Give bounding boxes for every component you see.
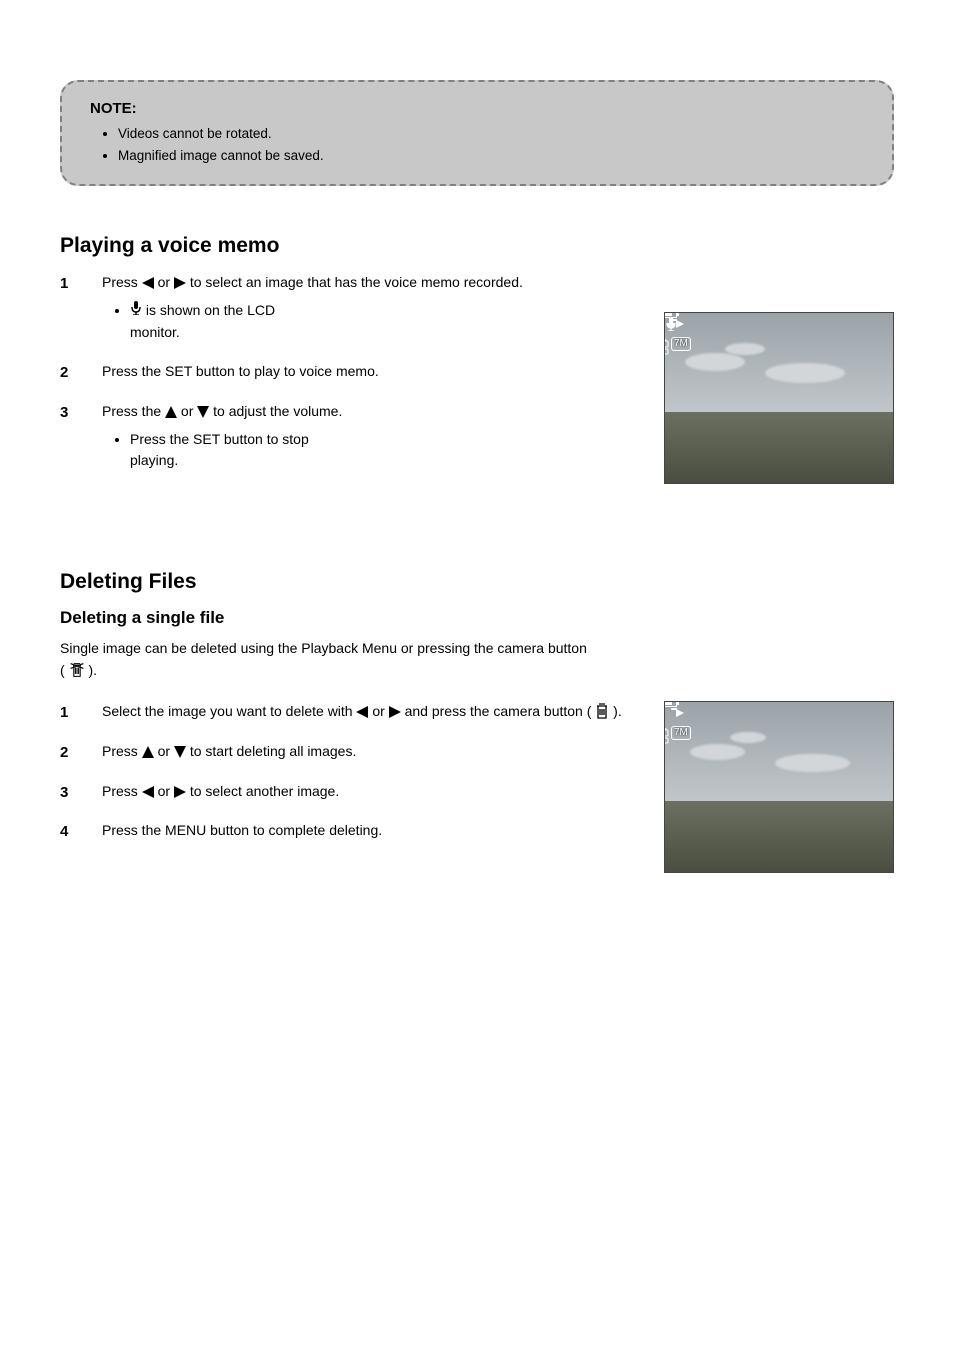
note-item: Videos cannot be rotated. [118,123,864,145]
left-arrow-icon [142,277,154,289]
sub-bullet: is shown on the LCD monitor. [130,300,634,343]
step-text: to adjust the volume. [213,403,342,419]
step-number: 2 [60,361,68,384]
step-text: Press [102,274,142,290]
step: 3 Press or to select another image. [60,781,894,803]
step-text: Select the image you want to delete with [102,703,356,719]
left-arrow-icon [142,786,154,798]
note-box: NOTE: Videos cannot be rotated. Magnifie… [60,80,894,186]
step-text: to select another image. [190,783,339,799]
step-text: Press [102,743,142,759]
up-arrow-icon [165,406,177,418]
up-arrow-icon [142,746,154,758]
heading-voice-memo: Playing a voice memo [60,234,894,258]
step-text: to start deleting all images. [190,743,357,759]
mic-icon [130,301,142,315]
step: 2 Press the SET button to play to voice … [60,361,894,383]
note-list: Videos cannot be rotated. Magnified imag… [90,123,864,166]
step-number: 3 [60,781,68,804]
deleting-intro: Single image can be deleted using the Pl… [60,638,894,681]
sub-bullet: Press the SET button to stop playing. [130,429,634,472]
step-number: 4 [60,820,68,843]
note-title: NOTE: [90,100,864,117]
step-text: and press the camera button ( [405,703,596,719]
sub-bullet-text: is shown on the LCD monitor. [130,302,275,340]
step-text: Press the [102,403,165,419]
step-number: 3 [60,401,68,424]
step: 1 Select the image you want to delete wi… [60,701,894,723]
down-arrow-icon [174,746,186,758]
step-text: Press the MENU button to complete deleti… [102,822,382,838]
trash-crossed-icon [69,662,85,678]
right-arrow-icon [174,277,186,289]
left-arrow-icon [356,706,368,718]
heading-deleting: Deleting Files [60,570,894,594]
subheading-deleting-single: Deleting a single file [60,608,894,628]
right-arrow-icon [389,706,401,718]
down-arrow-icon [197,406,209,418]
step-text: ). [613,703,622,719]
deleting-steps: 5/150 7M SET: MENU: 2006/2/6 15:00 1 [60,701,894,842]
step-number: 2 [60,741,68,764]
step-text: or [181,403,197,419]
step-text: or [158,783,174,799]
voice-memo-steps: 5/150 7M SET: 2006/2/6 15:00 1 Press or … [60,272,894,472]
intro-text: Single image can be deleted using the Pl… [60,640,587,656]
right-arrow-icon [174,786,186,798]
note-item: Magnified image cannot be saved. [118,145,864,167]
step: 4 Press the MENU button to complete dele… [60,820,894,842]
step-text: or [158,743,174,759]
lcd-size-badge: 7M [671,726,691,740]
step-text: Press the SET button to play to voice me… [102,363,379,379]
step-text: Press [102,783,142,799]
step: 2 Press or to start deleting all images. [60,741,894,763]
trash-icon [595,703,609,719]
step-number: 1 [60,701,68,724]
step-text: or [158,274,174,290]
step-text: or [372,703,388,719]
intro-paren: ( ) [60,662,93,678]
step: 1 Press or to select an image that has t… [60,272,894,343]
step-number: 1 [60,272,68,295]
step-text: to select an image that has the voice me… [190,274,523,290]
step: 3 Press the or to adjust the volume. Pre… [60,401,894,472]
